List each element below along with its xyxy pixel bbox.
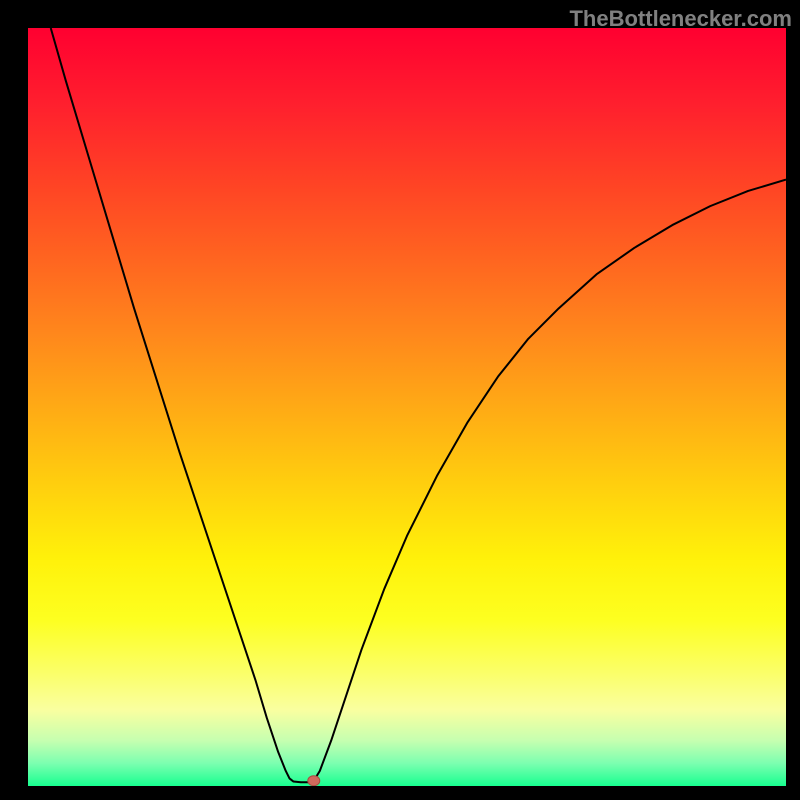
optimal-point-marker xyxy=(308,776,320,786)
gradient-background xyxy=(28,28,786,786)
watermark-label: TheBottlenecker.com xyxy=(569,6,792,32)
bottleneck-chart xyxy=(28,28,786,786)
